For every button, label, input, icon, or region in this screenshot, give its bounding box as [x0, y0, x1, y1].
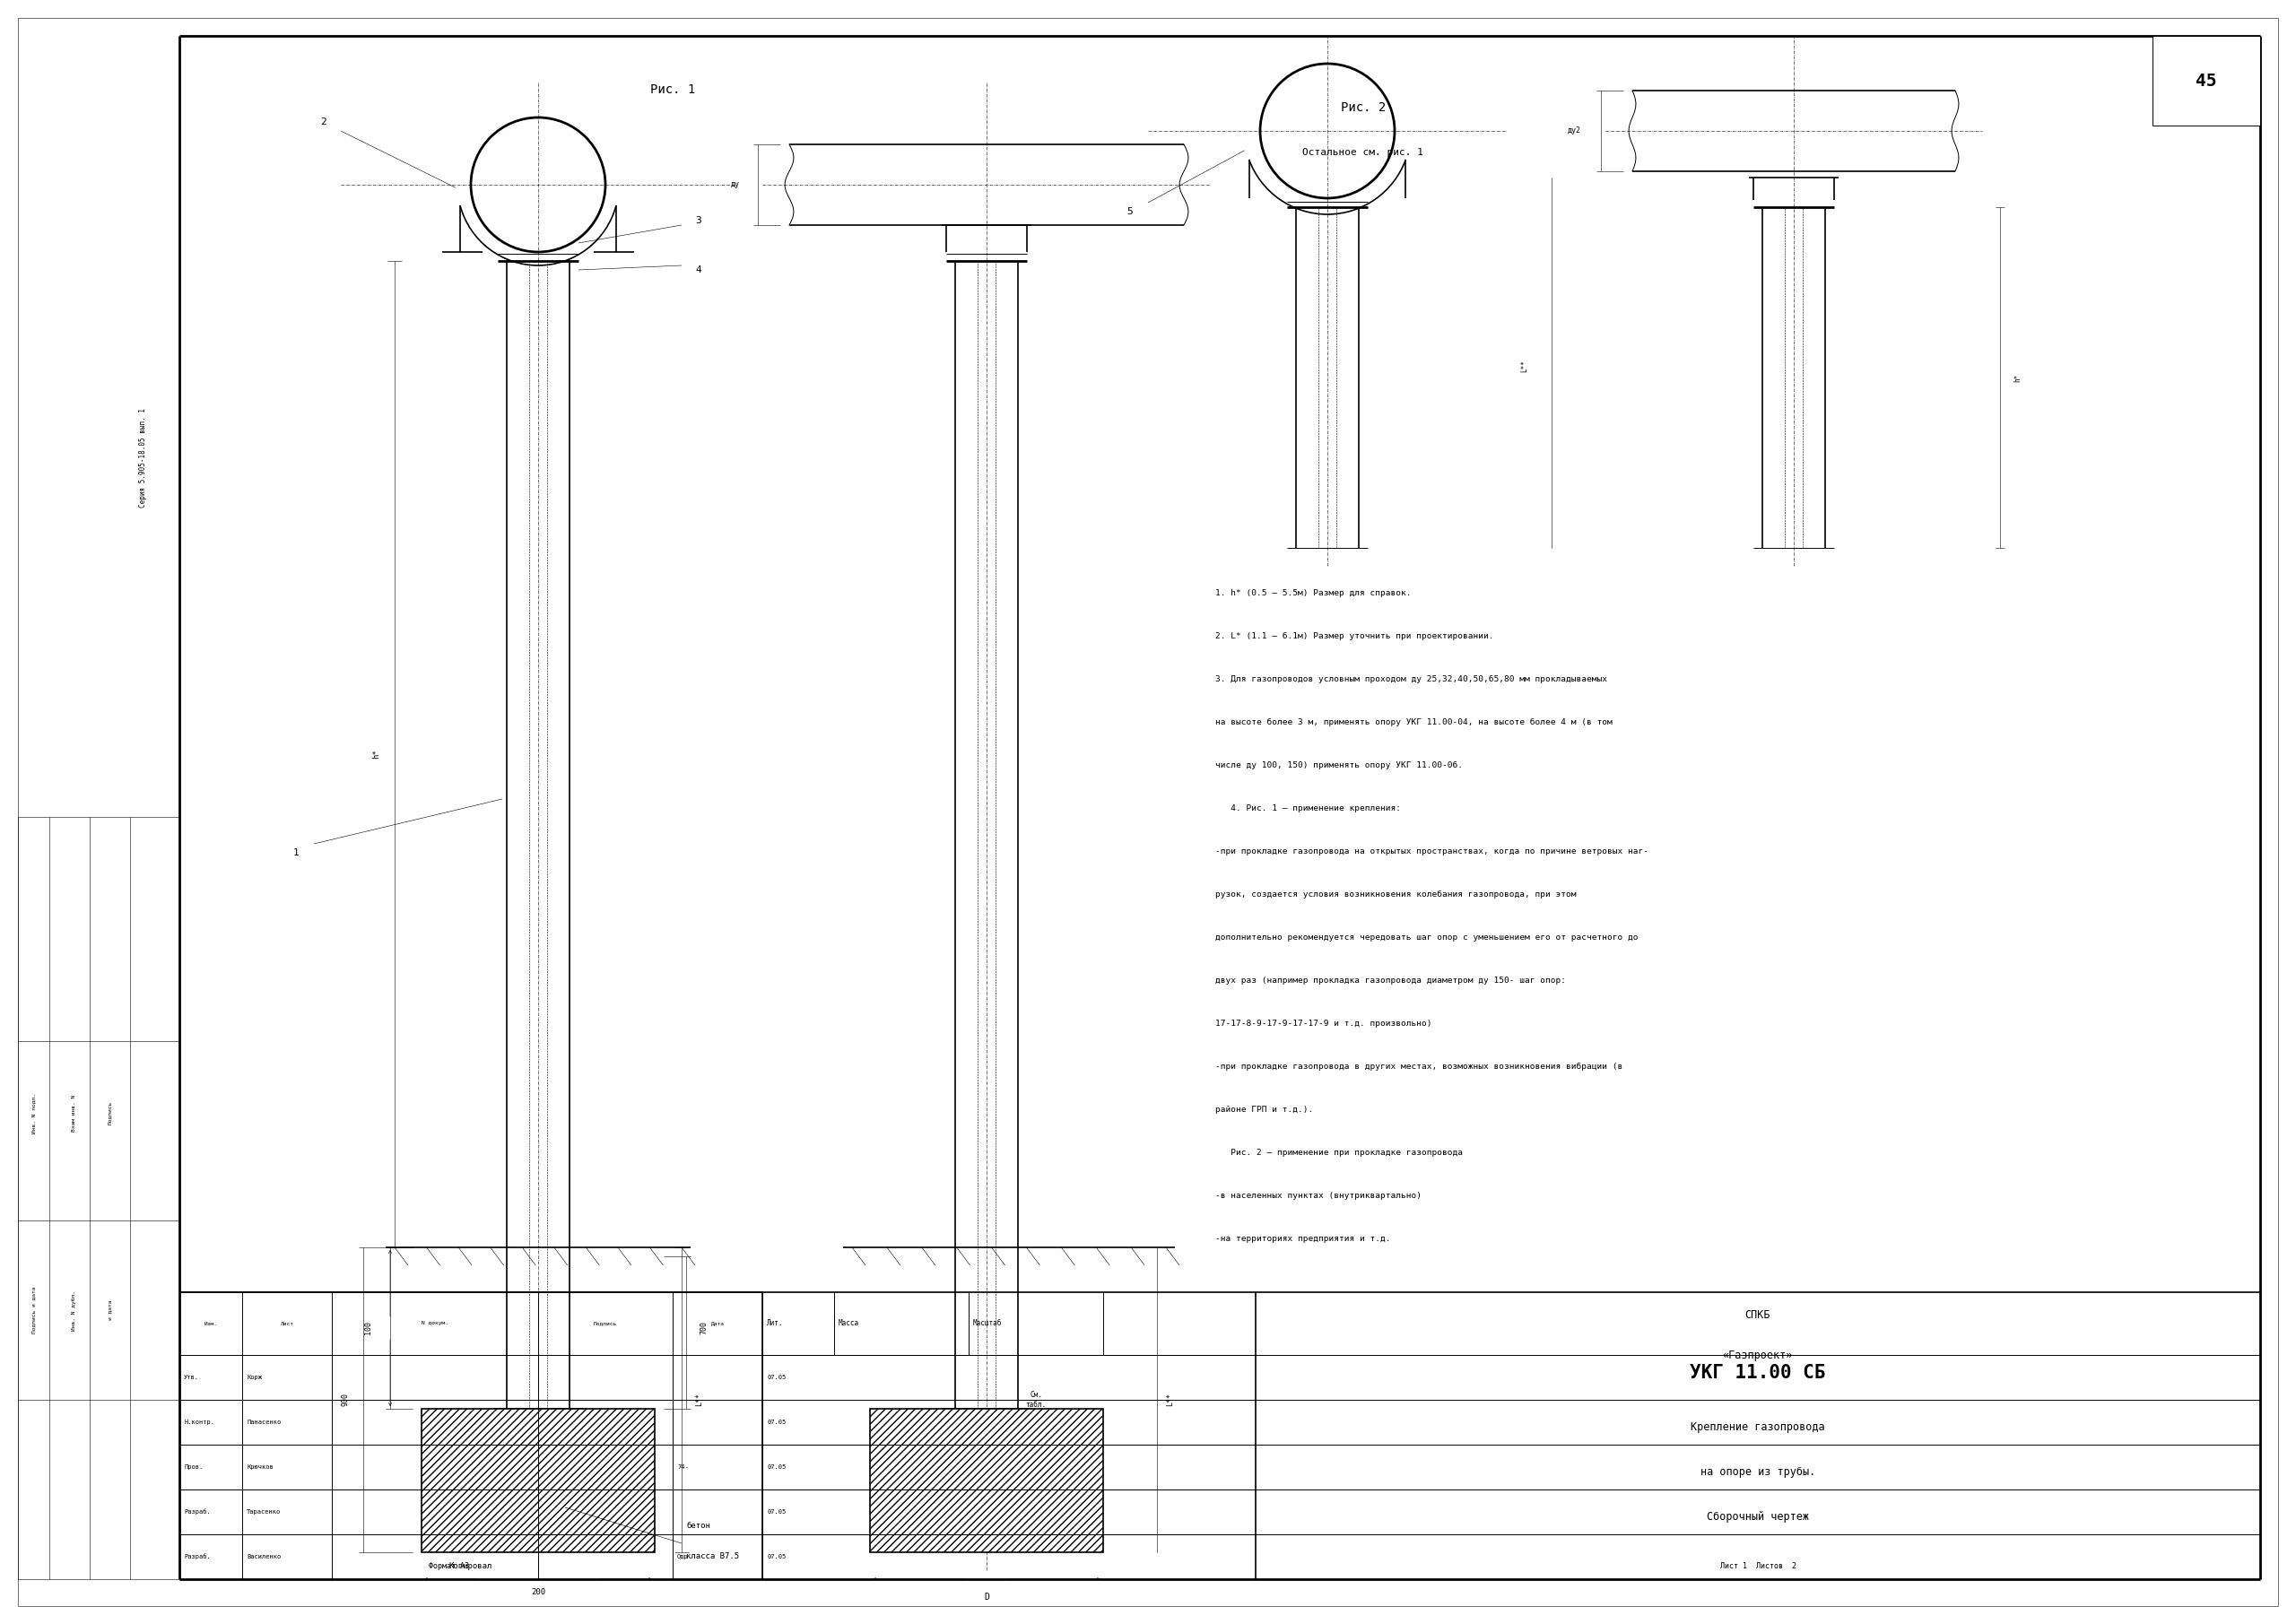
Text: Утв.: Утв. — [184, 1374, 200, 1380]
Text: 200: 200 — [530, 1588, 546, 1596]
Text: Масштаб: Масштаб — [974, 1320, 1001, 1328]
Text: 2. L* (1.1 – 6.1м) Размер уточнить при проектировании.: 2. L* (1.1 – 6.1м) Размер уточнить при п… — [1215, 632, 1495, 640]
Text: Разраб.: Разраб. — [184, 1509, 211, 1515]
Text: Формат АЗ: Формат АЗ — [429, 1562, 468, 1570]
Text: двух раз (например прокладка газопровода диаметром ду 150- шаг опор:: двух раз (например прокладка газопровода… — [1215, 976, 1566, 984]
Text: Рис. 2 – применение при прокладке газопровода: Рис. 2 – применение при прокладке газопр… — [1215, 1148, 1463, 1156]
Text: районе ГРП и т.д.).: районе ГРП и т.д.). — [1215, 1106, 1313, 1114]
Text: класса В7.5: класса В7.5 — [687, 1553, 739, 1561]
Text: Тарасенко: Тарасенко — [246, 1509, 280, 1515]
Text: Панасенко: Панасенко — [246, 1419, 280, 1424]
Text: 07.05: 07.05 — [767, 1419, 785, 1424]
Text: 3. Для газопроводов условным проходом ду 25,32,40,50,65,80 мм прокладываемых: 3. Для газопроводов условным проходом ду… — [1215, 676, 1607, 682]
Text: рузок, создается условия возникновения колебания газопровода, при этом: рузок, создается условия возникновения к… — [1215, 890, 1577, 898]
Text: 1. h* (0.5 – 5.5м) Размер для справок.: 1. h* (0.5 – 5.5м) Размер для справок. — [1215, 590, 1412, 596]
Text: 74-: 74- — [677, 1465, 689, 1470]
Text: УКГ 11.00 СБ: УКГ 11.00 СБ — [1690, 1364, 1825, 1382]
Text: Серия 5.905-18.05 вып. 1: Серия 5.905-18.05 вып. 1 — [140, 409, 147, 508]
Text: на опоре из трубы.: на опоре из трубы. — [1701, 1466, 1816, 1478]
Text: Масса: Масса — [838, 1320, 859, 1328]
Text: Лист 1  Листов  2: Лист 1 Листов 2 — [1720, 1562, 1795, 1570]
Text: 07.05: 07.05 — [767, 1374, 785, 1380]
Text: СПКБ: СПКБ — [1745, 1309, 1770, 1320]
Text: Дата: Дата — [712, 1322, 723, 1325]
Text: 07.05: 07.05 — [767, 1554, 785, 1559]
Text: Подпись и дата: Подпись и дата — [32, 1286, 37, 1333]
Text: Рис. 2: Рис. 2 — [1341, 101, 1387, 114]
Text: и дата: и дата — [108, 1301, 113, 1320]
Text: Разраб.: Разраб. — [184, 1554, 211, 1559]
Text: -при прокладке газопровода в других местах, возможных возникновения вибрации (в: -при прокладке газопровода в других мест… — [1215, 1062, 1623, 1070]
Text: Рис. 1: Рис. 1 — [650, 83, 696, 96]
Text: Лист: Лист — [280, 1322, 294, 1325]
Bar — [2154, 36, 2259, 125]
Text: Василенко: Василенко — [246, 1554, 280, 1559]
Text: 07.05: 07.05 — [767, 1465, 785, 1470]
Text: 2: 2 — [319, 117, 326, 127]
Text: L**: L** — [696, 1393, 703, 1406]
Text: 45: 45 — [2195, 71, 2218, 89]
Text: Подпись: Подпись — [595, 1322, 618, 1325]
Text: L**: L** — [1520, 361, 1529, 372]
Text: на высоте более 3 м, применять опору УКГ 11.00-04, на высоте более 4 м (в том: на высоте более 3 м, применять опору УКГ… — [1215, 718, 1612, 726]
Text: 1: 1 — [294, 848, 298, 857]
Text: Инв. N дубл.: Инв. N дубл. — [71, 1289, 76, 1330]
Text: дополнительно рекомендуется чередовать шаг опор с уменьшением его от расчетного : дополнительно рекомендуется чередовать ш… — [1215, 934, 1637, 942]
Text: Корж: Корж — [246, 1374, 262, 1380]
Text: Крепление газопровода: Крепление газопровода — [1690, 1421, 1825, 1432]
Text: ду2: ду2 — [1568, 127, 1580, 135]
Text: 900: 900 — [342, 1393, 349, 1406]
Text: Крючков: Крючков — [246, 1465, 273, 1470]
Text: 17-17-8-9-17-9-17-17-9 и т.д. произвольно): 17-17-8-9-17-9-17-17-9 и т.д. произвольн… — [1215, 1020, 1433, 1028]
Text: Подпись: Подпись — [108, 1101, 113, 1125]
Text: 700: 700 — [700, 1322, 707, 1335]
Text: -при прокладке газопровода на открытых пространствах, когда по причине ветровых : -при прокладке газопровода на открытых п… — [1215, 848, 1649, 856]
Text: D: D — [985, 1593, 990, 1601]
Text: h*: h* — [372, 749, 381, 758]
Bar — [870, 1408, 1102, 1553]
Text: 07.05: 07.05 — [767, 1509, 785, 1515]
Text: Пров.: Пров. — [184, 1465, 202, 1470]
Text: Изм.: Изм. — [204, 1322, 218, 1325]
Bar — [422, 1408, 654, 1553]
Text: ду: ду — [730, 180, 739, 188]
Text: -в населенных пунктах (внутриквартально): -в населенных пунктах (внутриквартально) — [1215, 1192, 1421, 1200]
Text: См.
табл.: См. табл. — [1026, 1392, 1047, 1408]
Text: 4: 4 — [696, 265, 700, 274]
Text: «Газпроект»: «Газпроект» — [1722, 1350, 1793, 1361]
Text: 5: 5 — [1127, 208, 1134, 216]
Text: Лит.: Лит. — [767, 1320, 783, 1328]
Text: 3: 3 — [696, 216, 700, 226]
Text: 4. Рис. 1 – применение крепления:: 4. Рис. 1 – применение крепления: — [1215, 804, 1401, 812]
Text: L**: L** — [1166, 1393, 1173, 1406]
Text: Остальное см. рис. 1: Остальное см. рис. 1 — [1302, 148, 1424, 158]
Text: Взам инв. N: Взам инв. N — [71, 1095, 76, 1132]
Text: бетон: бетон — [687, 1522, 709, 1530]
Text: Инв. N подл.: Инв. N подл. — [32, 1093, 37, 1134]
Text: -на территориях предприятия и т.д.: -на территориях предприятия и т.д. — [1215, 1234, 1391, 1242]
Text: h*: h* — [2014, 374, 2020, 382]
Text: Копировал: Копировал — [448, 1562, 491, 1570]
Text: N докум.: N докум. — [422, 1322, 448, 1325]
Text: 100: 100 — [363, 1322, 372, 1335]
Text: числе ду 100, 150) применять опору УКГ 11.00-06.: числе ду 100, 150) применять опору УКГ 1… — [1215, 762, 1463, 768]
Text: Н.контр.: Н.контр. — [184, 1419, 214, 1424]
Text: Сборочный чертеж: Сборочный чертеж — [1706, 1510, 1809, 1522]
Text: Одр: Одр — [677, 1554, 689, 1559]
